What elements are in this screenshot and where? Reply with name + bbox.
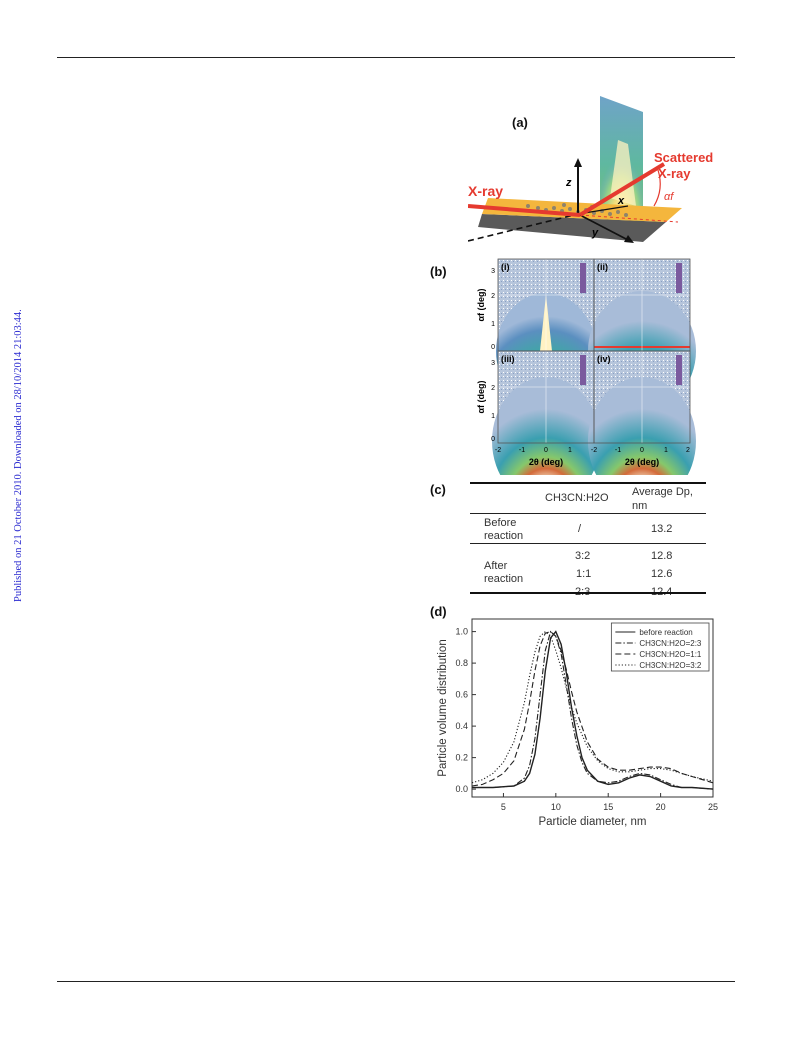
y-tick-label: 1.0 xyxy=(455,627,468,637)
xtick-r-0: -2 xyxy=(591,447,597,454)
table-header-dp-2: nm xyxy=(632,500,648,512)
axis-y-label: y xyxy=(591,227,599,239)
table-header-ratio: CH3CN:H2O xyxy=(545,492,609,504)
after-label-1: After xyxy=(484,560,508,572)
xtick-l-2: 0 xyxy=(544,447,548,454)
sidebar-publication-note: Published on 21 October 2010. Downloaded… xyxy=(3,10,24,1030)
xtick-r-3: 1 xyxy=(664,447,668,454)
subpanel-iv-label: (iv) xyxy=(597,354,611,364)
panel-b-label: (b) xyxy=(430,264,447,279)
y-axis-label: Particle volume distribution xyxy=(437,639,449,776)
table-header-dp-1: Average Dp, xyxy=(632,486,693,498)
xtick-r-2: 0 xyxy=(640,447,644,454)
after-ratio-2: 1:1 xyxy=(576,568,592,580)
panel-b-xlabel-right: 2θ (deg) xyxy=(625,457,659,467)
after-value-1: 12.8 xyxy=(651,550,673,562)
panel-d-label: (d) xyxy=(430,604,447,619)
legend-label-3: CH3CN:H2O=3:2 xyxy=(639,661,702,670)
ytick-bot-0: 0 xyxy=(491,436,495,443)
published-link[interactable]: Published on 21 October 2010. Downloaded… xyxy=(13,309,24,602)
x-axis-label: Particle diameter, nm xyxy=(538,816,646,828)
before-label-2: reaction xyxy=(484,530,524,542)
after-value-2: 12.6 xyxy=(651,568,673,580)
legend-label-0: before reaction xyxy=(639,628,692,637)
ytick-top-1: 1 xyxy=(491,321,495,328)
y-tick-label: 0.6 xyxy=(455,690,468,700)
incident-beam xyxy=(468,204,581,217)
subpanel-ii-label: (ii) xyxy=(597,262,608,272)
plot-area xyxy=(471,618,714,798)
axis-x-label: x xyxy=(617,195,625,207)
after-ratio-1: 3:2 xyxy=(575,550,591,562)
xtick-l-3: 1 xyxy=(568,447,572,454)
x-tick-label: 10 xyxy=(551,802,561,812)
panel-a-schematic: X-ray Scattered X-ray z x y αf xyxy=(468,96,713,243)
x-tick-label: 5 xyxy=(501,802,506,812)
y-tick-label: 0.0 xyxy=(455,784,468,794)
after-label-2: reaction xyxy=(484,573,524,585)
legend-label-2: CH3CN:H2O=1:1 xyxy=(639,650,702,659)
series-line-1 xyxy=(472,630,714,790)
legend-box xyxy=(610,622,710,672)
y-tick-label: 0.8 xyxy=(455,658,468,668)
substrate xyxy=(482,198,682,222)
panel-c-label: (c) xyxy=(430,482,446,497)
ytick-bot-2: 2 xyxy=(491,385,495,392)
panel-b-xlabel-left: 2θ (deg) xyxy=(529,457,563,467)
before-ratio: / xyxy=(578,523,582,535)
before-label-1: Before xyxy=(484,517,517,529)
footer-rule xyxy=(57,981,735,982)
scattered-label-1: Scattered xyxy=(654,150,713,165)
axis-z-label: z xyxy=(565,177,572,189)
xtick-r-4: 2 xyxy=(686,447,690,454)
y-tick-label: 0.2 xyxy=(455,753,468,763)
header-rule xyxy=(57,57,735,58)
x-tick-label: 25 xyxy=(708,802,718,812)
x-tick-label: 20 xyxy=(656,802,666,812)
ytick-bot-1: 1 xyxy=(491,413,495,420)
scattered-label-2: X-ray xyxy=(658,166,691,181)
subpanel-i-label: (i) xyxy=(501,262,510,272)
series-line-0 xyxy=(472,630,714,790)
before-value: 13.2 xyxy=(651,523,673,535)
panel-b-ylabel-bottom: αf (deg) xyxy=(476,380,486,413)
alpha-f-label: αf xyxy=(664,191,674,203)
panel-a-label: (a) xyxy=(512,115,528,130)
xtick-r-1: -1 xyxy=(615,447,621,454)
ytick-top-0: 0 xyxy=(491,344,495,351)
legend-label-1: CH3CN:H2O=2:3 xyxy=(639,639,702,648)
scattered-beam xyxy=(578,162,666,217)
xtick-l-0: -2 xyxy=(495,447,501,454)
ytick-bot-3: 3 xyxy=(491,360,495,367)
subpanel-iii-label: (iii) xyxy=(501,354,515,364)
size-distribution-chart: 5 10 15 20 25 0.0 0.2 0.4 0.6 0.8 1.0 Particle diam… xyxy=(437,618,718,828)
panel-b-gisaxs-patterns: (i) (ii) (iii) (iv) 0 1 2 3 0 1 2 3 -2 -… xyxy=(476,258,696,475)
y-tick-label: 0.4 xyxy=(455,721,468,731)
x-tick-label: 15 xyxy=(603,802,613,812)
panel-b-ylabel-top: αf (deg) xyxy=(476,288,486,321)
xray-label: X-ray xyxy=(468,183,503,199)
xtick-l-1: -1 xyxy=(519,447,525,454)
ytick-top-2: 2 xyxy=(491,293,495,300)
series-line-2 xyxy=(471,630,714,787)
ytick-top-3: 3 xyxy=(491,268,495,275)
